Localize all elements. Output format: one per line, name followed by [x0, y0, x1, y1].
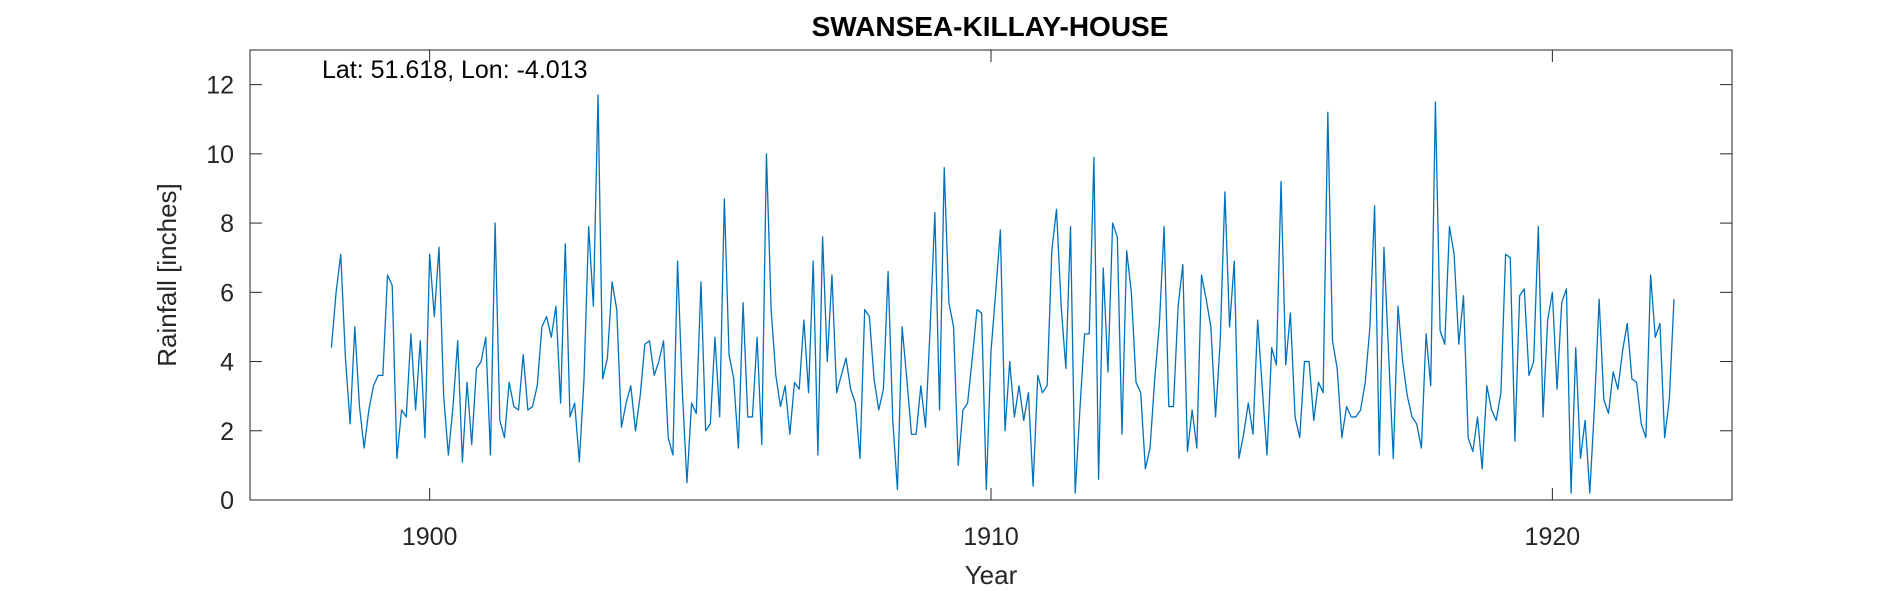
chart-title: SWANSEA-KILLAY-HOUSE: [812, 11, 1169, 42]
x-tick-label: 1920: [1525, 523, 1581, 551]
y-tick-label: 12: [206, 72, 234, 100]
y-axis-ticks: 0 2 4 6 8 10 12: [206, 72, 1732, 515]
y-tick-label: 4: [220, 349, 234, 377]
y-tick-label: 2: [220, 418, 234, 446]
series-group: [331, 95, 1674, 493]
y-tick-label: 8: [220, 210, 234, 238]
x-tick-label: 1900: [402, 523, 458, 551]
x-axis-label: Year: [965, 560, 1018, 590]
y-tick-label: 10: [206, 141, 234, 169]
x-axis-ticks: 1900 1910 1920: [402, 50, 1580, 551]
y-axis-label: Rainfall [inches]: [152, 183, 182, 367]
location-annotation: Lat: 51.618, Lon: -4.013: [322, 56, 588, 84]
x-tick-label: 1910: [963, 523, 1019, 551]
series-line: [331, 95, 1674, 493]
y-tick-label: 6: [220, 279, 234, 307]
y-tick-label: 0: [220, 487, 234, 515]
